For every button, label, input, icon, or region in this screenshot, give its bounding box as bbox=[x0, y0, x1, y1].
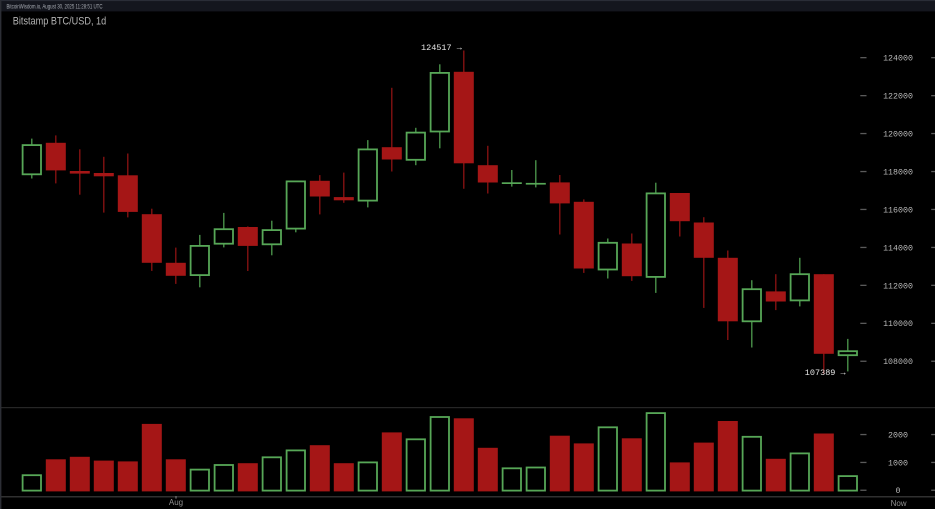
svg-text:122000: 122000 bbox=[883, 93, 913, 102]
svg-text:110000: 110000 bbox=[883, 320, 913, 329]
svg-text:Bitstamp BTC/USD, 1d: Bitstamp BTC/USD, 1d bbox=[13, 15, 106, 27]
svg-text:124517 →: 124517 → bbox=[421, 43, 463, 53]
svg-text:118000: 118000 bbox=[883, 169, 913, 178]
svg-text:BitcoinWisdom.io, August 30, 2: BitcoinWisdom.io, August 30, 2025 11:28:… bbox=[7, 3, 103, 10]
svg-text:116000: 116000 bbox=[883, 206, 913, 215]
svg-text:0: 0 bbox=[896, 487, 901, 496]
svg-text:1000: 1000 bbox=[888, 459, 908, 468]
svg-text:114000: 114000 bbox=[883, 244, 913, 253]
svg-text:2000: 2000 bbox=[888, 432, 908, 441]
svg-text:Now: Now bbox=[891, 499, 907, 508]
svg-text:120000: 120000 bbox=[883, 131, 913, 140]
svg-text:124000: 124000 bbox=[883, 55, 913, 64]
svg-text:108000: 108000 bbox=[883, 358, 913, 367]
svg-text:112000: 112000 bbox=[883, 282, 913, 291]
svg-text:107389 →: 107389 → bbox=[805, 368, 847, 378]
svg-text:Aug: Aug bbox=[169, 498, 183, 507]
